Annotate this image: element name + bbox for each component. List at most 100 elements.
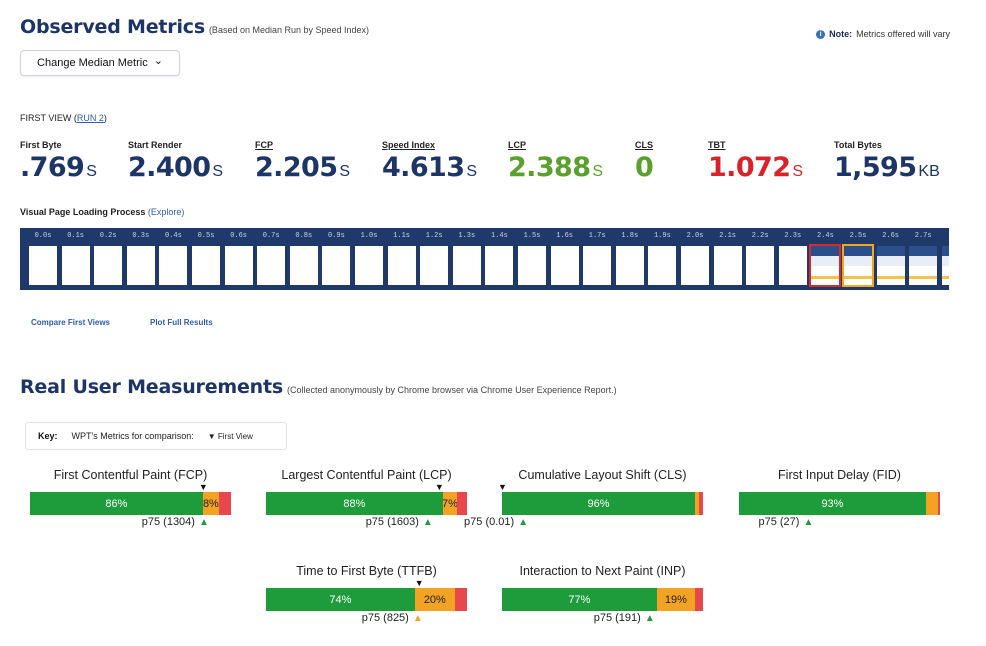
good-segment: 88%	[266, 492, 443, 515]
metric-value: 1.072 S	[708, 153, 803, 187]
marker-track: ▼	[266, 578, 467, 588]
filmstrip-frame[interactable]: 2.2s	[744, 232, 776, 288]
info-icon: i	[816, 29, 826, 39]
filmstrip-frame[interactable]: 2.6s	[875, 232, 907, 288]
observed-metrics-heading: Observed Metrics	[20, 16, 205, 38]
filmstrip-frame[interactable]: 1.5s	[516, 232, 548, 288]
visual-loading-label: Visual Page Loading Process (Explore)	[20, 207, 184, 217]
frame-time: 2.6s	[882, 232, 899, 240]
metric-value: 2.388 S	[508, 153, 603, 187]
p75-value: p75 (1304)	[141, 516, 195, 528]
p75-indicator-icon: ▲	[518, 516, 529, 528]
first-view-label: FIRST VIEW (RUN 2)	[20, 113, 107, 123]
frame-thumbnail	[941, 246, 949, 285]
explore-link[interactable]: (Explore)	[147, 207, 185, 217]
frame-time: 2.4s	[816, 232, 834, 240]
metric-number: 2.388	[508, 152, 591, 183]
compare-first-views-button[interactable]: Compare First Views	[31, 318, 110, 327]
metric-5[interactable]: CLS 0	[635, 140, 655, 187]
metric-label: Start Render	[128, 140, 183, 150]
needs-improvement-segment	[925, 492, 938, 515]
change-median-metric-button[interactable]: Change Median Metric ⌄	[20, 50, 180, 76]
frame-time: 0.5s	[197, 232, 215, 240]
frame-time: 0.4s	[164, 232, 182, 240]
filmstrip-frame[interactable]: 1.8s	[614, 232, 646, 288]
filmstrip-frame[interactable]: 0.6s	[223, 232, 255, 288]
metric-value: 0	[635, 153, 655, 187]
good-segment: 93%	[739, 492, 926, 515]
filmstrip-frame[interactable]: 1.0s	[353, 232, 385, 288]
p75-row: p75 (191) ▲	[502, 612, 703, 626]
rum-metric-title: Interaction to Next Paint (INP)	[519, 564, 686, 578]
distribution-bar: 88% 7%	[266, 492, 467, 515]
filmstrip-frame[interactable]: 2.0s	[679, 232, 711, 288]
frame-thumbnail	[224, 246, 253, 285]
filmstrip-frame[interactable]: 1.1s	[386, 232, 418, 288]
metric-3[interactable]: Speed Index 4.613 S	[382, 140, 477, 187]
p75-value: p75 (1603)	[365, 516, 419, 528]
key-label: Key:	[38, 431, 58, 441]
filmstrip-frame[interactable]: 2	[940, 232, 949, 288]
filmstrip-frame[interactable]: 0.2s	[92, 232, 124, 288]
filmstrip-frame[interactable]: 2.1s	[712, 232, 744, 288]
first-view-marker-icon: ▼	[434, 482, 444, 492]
rum-metric-card: Cumulative Layout Shift (CLS) ▼ 96% p75 (0.…	[464, 468, 703, 532]
p75-readout: p75 (1603) ▲	[366, 516, 433, 528]
filmstrip-frame[interactable]: 0.5s	[190, 232, 222, 288]
poor-segment	[454, 588, 467, 611]
frame-time: 2.2s	[751, 232, 769, 240]
frame-thumbnail	[485, 246, 514, 285]
filmstrip-frame[interactable]: 0.8s	[288, 232, 320, 288]
frame-time: 1.4s	[490, 232, 508, 240]
filmstrip-frame[interactable]: 1.2s	[418, 232, 450, 288]
filmstrip-frame[interactable]: 1.9s	[646, 232, 678, 288]
metric-number: 2.205	[255, 152, 338, 183]
needs-improvement-segment: 8%	[202, 492, 219, 515]
frame-time: 2.5s	[849, 232, 867, 240]
frame-time: 2.3s	[784, 232, 802, 240]
filmstrip-frame[interactable]: 2.3s	[777, 232, 809, 288]
p75-indicator-icon: ▲	[422, 516, 433, 528]
metric-label: Speed Index	[382, 140, 436, 150]
marker-track: ▼	[30, 482, 231, 492]
filmstrip-frame[interactable]: 1.6s	[549, 232, 581, 288]
filmstrip[interactable]: 0.0s 0.1s 0.2s 0.3s 0.4s 0.5s 0.6s 0.7s 0.8s 0.9s…	[20, 228, 949, 290]
frame-time: 1.5s	[523, 232, 541, 240]
filmstrip-frame[interactable]: 2.4s	[809, 232, 842, 288]
metric-6[interactable]: TBT 1.072 S	[708, 140, 803, 187]
observed-metrics-subtitle: (Based on Median Run by Speed Index)	[208, 25, 370, 35]
filmstrip-frame[interactable]: 0.9s	[320, 232, 352, 288]
p75-row: p75 (27) ▲	[739, 516, 940, 530]
first-view-marker-icon: ▼	[498, 482, 507, 492]
p75-indicator-icon: ▲	[803, 516, 814, 528]
run-2-link[interactable]: RUN 2	[76, 113, 104, 123]
p75-value: p75 (825)	[361, 612, 409, 624]
key-marker-icon: ▼	[207, 431, 216, 441]
needs-improvement-segment: 20%	[414, 588, 455, 611]
poor-segment	[694, 588, 703, 611]
frame-time: 0.6s	[230, 232, 247, 240]
filmstrip-frame[interactable]: 1.4s	[483, 232, 515, 288]
needs-improvement-segment	[694, 492, 699, 515]
filmstrip-frame[interactable]: 0.3s	[125, 232, 157, 288]
filmstrip-frame[interactable]: 2.5s	[842, 232, 874, 288]
rum-metric-title: First Input Delay (FID)	[778, 468, 901, 482]
metric-4[interactable]: LCP 2.388 S	[508, 140, 603, 187]
key-description: WPT's Metrics for comparison:	[71, 431, 194, 441]
p75-readout: p75 (825) ▲	[362, 612, 423, 624]
filmstrip-frame[interactable]: 0.4s	[157, 232, 189, 288]
metric-number: 1,595	[834, 152, 917, 183]
frame-thumbnail	[648, 246, 677, 285]
filmstrip-frame[interactable]: 0.1s	[60, 232, 92, 288]
metric-2[interactable]: FCP 2.205 S	[255, 140, 350, 187]
filmstrip-frame[interactable]: 0.0s	[27, 232, 59, 288]
filmstrip-frame[interactable]: 1.7s	[581, 232, 613, 288]
filmstrip-frame[interactable]: 1.3s	[451, 232, 483, 288]
metric-number: 0	[635, 152, 654, 183]
filmstrip-frame[interactable]: 2.7s	[907, 232, 939, 288]
frame-time: 0.7s	[262, 232, 280, 240]
frame-thumbnail	[778, 246, 807, 285]
filmstrip-frame[interactable]: 0.7s	[255, 232, 287, 288]
plot-full-results-button[interactable]: Plot Full Results	[150, 318, 213, 327]
frame-thumbnail	[842, 244, 874, 287]
